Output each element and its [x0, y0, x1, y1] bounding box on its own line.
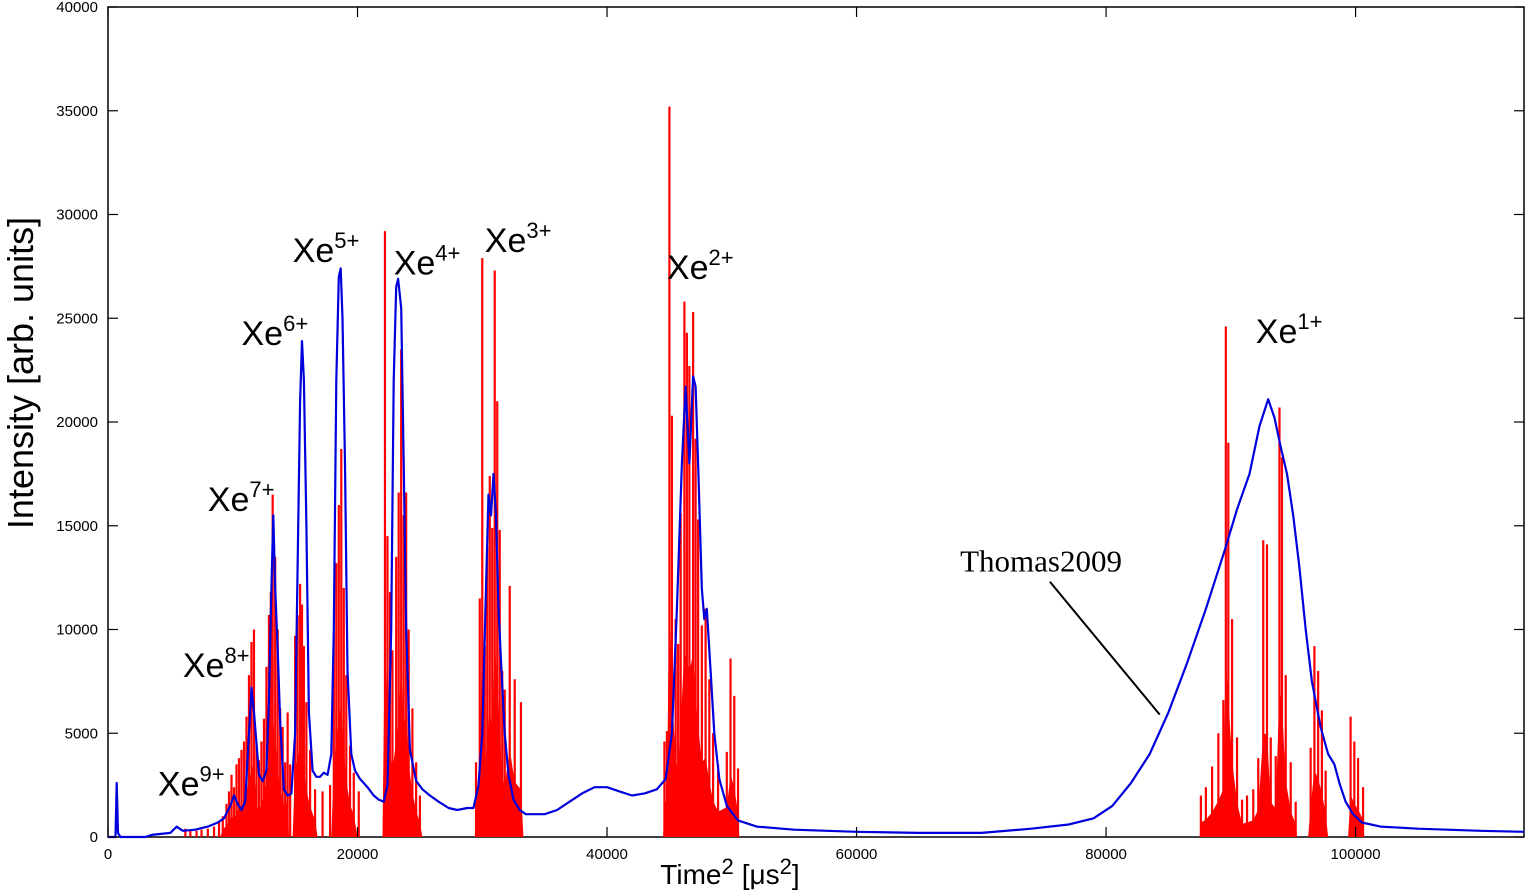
y-tick-label-7: 35000	[56, 103, 98, 120]
blue-line-path	[108, 267, 1525, 839]
y-tick-label-6: 30000	[56, 207, 98, 224]
ion-label-2plus: Xe2+	[667, 245, 734, 287]
red-cluster-fill-5	[663, 581, 740, 837]
x-axis-unit-exponent: 2	[780, 854, 792, 879]
axis-ticks	[107, 6, 1524, 838]
x-axis-unit-base: [μs	[742, 859, 780, 890]
ion-label-6plus: Xe6+	[241, 311, 308, 353]
x-axis-title-exponent: 2	[721, 854, 733, 879]
red-cluster-fill-0	[220, 717, 289, 837]
y-tick-label-5: 25000	[56, 310, 98, 327]
ion-label-1plus: Xe1+	[1256, 309, 1323, 351]
x-tick-label-0: 0	[104, 846, 112, 863]
y-tick-label-1: 5000	[65, 725, 98, 742]
x-tick-label-1: 20000	[337, 846, 379, 863]
red-cluster-fill-3	[382, 624, 423, 837]
x-tick-label-4: 80000	[1085, 846, 1127, 863]
plot-frame	[107, 6, 1525, 838]
y-tick-label-3: 15000	[56, 518, 98, 535]
red-cluster-fill-1	[292, 748, 318, 837]
red-cluster-fill-6	[1199, 658, 1297, 837]
ion-label-8plus: Xe8+	[183, 643, 250, 685]
y-axis-title: Intensity [arb. units]	[0, 217, 41, 529]
ion-label-5plus: Xe5+	[293, 228, 360, 270]
x-axis-title-base: Time	[660, 859, 721, 890]
x-tick-label-3: 60000	[836, 846, 878, 863]
y-tick-label-0: 0	[90, 829, 98, 846]
blue-line-series	[108, 267, 1525, 839]
ion-label-3plus: Xe3+	[485, 218, 552, 260]
y-tick-label-4: 20000	[56, 414, 98, 431]
x-axis-unit-close: ]	[792, 859, 800, 890]
red-cluster-fill-7	[1308, 770, 1329, 837]
thomas2009-annotation: Thomas2009	[960, 543, 1161, 716]
annotation-pointer	[1049, 581, 1161, 716]
red-impulse-series	[184, 106, 1365, 837]
y-tick-label-8: 40000	[56, 0, 98, 16]
y-tick-label-2: 10000	[56, 622, 98, 639]
x-axis-title: Time2 [μs2]	[660, 854, 799, 890]
red-cluster-fill-2	[331, 701, 358, 837]
x-tick-label-5: 100000	[1331, 846, 1381, 863]
ion-label-4plus: Xe4+	[394, 241, 461, 283]
annotation-label: Thomas2009	[960, 543, 1122, 578]
ion-label-7plus: Xe7+	[208, 477, 275, 519]
ion-label-9plus: Xe9+	[158, 762, 225, 804]
x-tick-label-2: 40000	[586, 846, 628, 863]
tick-labels: 0 20000 40000 60000 80000 100000 0 5000 10000 150…	[56, 0, 1380, 863]
ion-labels: Xe9+ Xe8+ Xe7+ Xe6+ Xe5+ Xe4+ Xe3+ Xe2+ Xe1+	[158, 218, 1323, 804]
